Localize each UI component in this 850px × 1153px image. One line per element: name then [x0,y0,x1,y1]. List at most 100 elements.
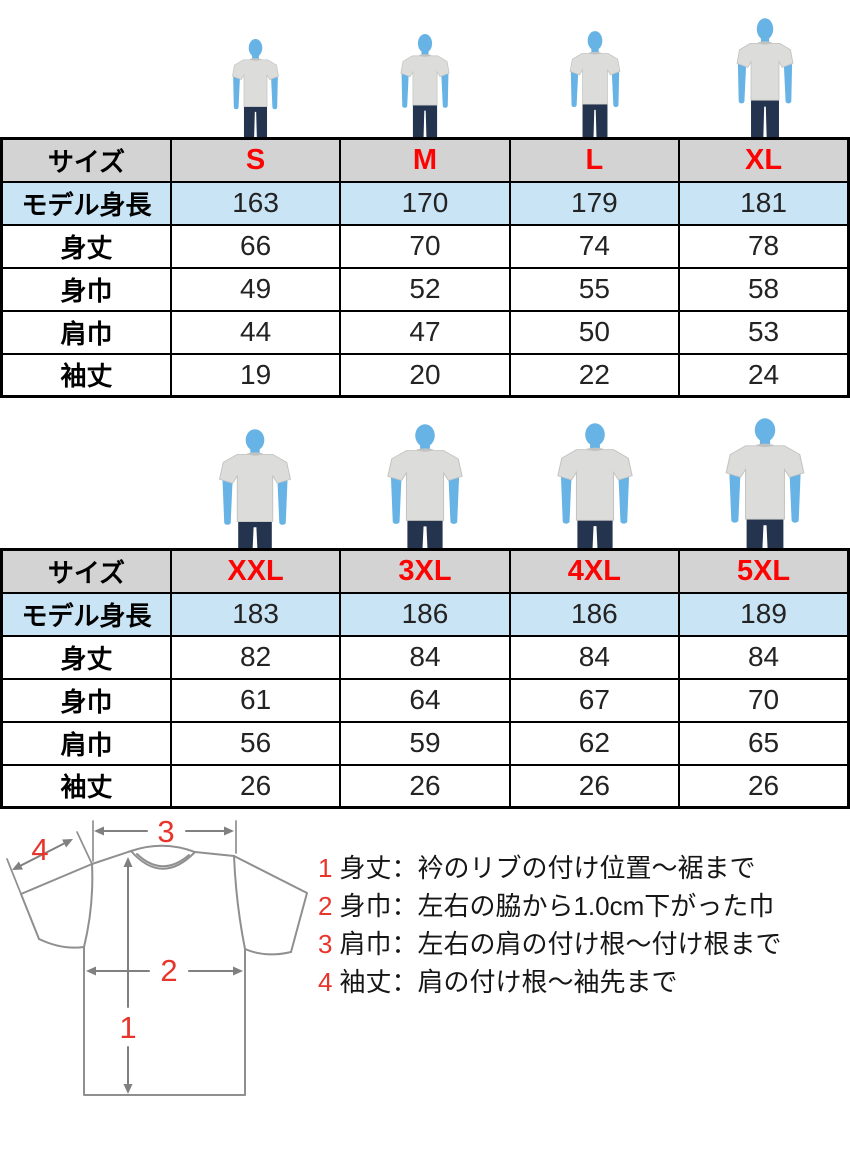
size-column-title: サイズ [0,548,172,594]
measurement-value-cell: 26 [339,763,511,809]
legend-text: 身丈：衿のリブの付け位置～裾まで [339,853,756,883]
measurement-value-cell: 26 [678,763,850,809]
measurement-value-cell: 186 [508,591,681,637]
model-figure-icon [400,34,450,137]
model-photo [340,33,510,137]
measurement-value-cell: 44 [169,309,342,355]
model-photos-xxl-5xl [0,398,850,548]
model-figure-icon [736,18,794,137]
row-label-cell: 身巾 [0,677,172,723]
measurement-value-cell: 26 [508,763,681,809]
model-photo [170,38,340,137]
measure-2-label: 2 [160,953,177,988]
model-photos-s-xl [0,0,850,137]
measurement-value-cell: 183 [169,591,342,637]
size-header-row: サイズ S M L XL [0,137,850,183]
legend-line: 4 袖丈：肩の付け根～袖先まで [318,963,781,1001]
measure-1-label: 1 [119,1010,136,1045]
row-label-cell: 身丈 [0,634,172,680]
model-photo [510,30,680,137]
size-table-row: モデル身長 163 170 179 181 [0,180,850,226]
model-figure-icon [231,38,279,137]
size-header-cell: M [339,137,511,183]
size-table-row: モデル身長 183 186 186 189 [0,591,850,637]
size-table-xxl-5xl: サイズ XXL 3XL 4XL 5XL モデル身長 183 186 186 189 身丈 82 84 84… [0,548,850,809]
size-table-row: 肩巾 56 59 62 65 [0,720,850,766]
measurement-value-cell: 186 [339,591,511,637]
row-label-cell: モデル身長 [0,591,172,637]
size-table-row: 身巾 49 52 55 58 [0,266,850,312]
row-label-cell: 袖丈 [0,763,172,809]
size-header-cell: 4XL [508,548,681,594]
row-label-cell: 肩巾 [0,720,172,766]
measurement-value-cell: 20 [339,352,511,398]
measurement-value-cell: 84 [339,634,511,680]
model-figure-icon [557,423,633,548]
measurement-value-cell: 189 [678,591,850,637]
measurement-value-cell: 64 [339,677,511,723]
size-table-s-xl: サイズ S M L XL モデル身長 163 170 179 181 身丈 66 70 74 78 身巾 49 5… [0,137,850,398]
size-table-row: 袖丈 19 20 22 24 [0,352,850,398]
legend-text: 身巾：左右の脇から1.0cm下がった巾 [339,891,775,921]
measurement-value-cell: 84 [508,634,681,680]
tshirt-measure-diagram-icon: 1 2 3 4 [6,814,308,1096]
model-figure-icon [569,31,621,137]
row-label-cell: 身丈 [0,223,172,269]
legend-line: 1 身丈：衿のリブの付け位置～裾まで [318,849,781,887]
measurement-diagram: 1 2 3 4 [0,809,314,1103]
model-figure-icon [219,429,291,548]
measurement-value-cell: 26 [169,763,342,809]
model-photo [680,17,850,137]
legend-number: 3 [318,929,333,959]
measurement-value-cell: 65 [678,720,850,766]
row-label-cell: モデル身長 [0,180,172,226]
size-table-row: 肩巾 44 47 50 53 [0,309,850,355]
measurement-value-cell: 58 [678,266,850,312]
row-label-cell: 袖丈 [0,352,172,398]
measurement-value-cell: 19 [169,352,342,398]
measure-3-label: 3 [157,814,174,849]
measurement-value-cell: 170 [339,180,511,226]
model-photo [170,428,340,548]
size-header-cell: XXL [169,548,342,594]
measurement-value-cell: 66 [169,223,342,269]
legend-number: 4 [318,967,333,997]
model-photo [340,423,510,548]
measurement-value-cell: 53 [678,309,850,355]
measurement-value-cell: 163 [169,180,342,226]
measurement-value-cell: 50 [508,309,681,355]
size-header-cell: 5XL [678,548,850,594]
measurement-value-cell: 55 [508,266,681,312]
measurement-legend: 1 身丈：衿のリブの付け位置～裾まで 2 身巾：左右の脇から1.0cm下がった巾 3 肩巾… [318,849,781,1103]
measurement-value-cell: 74 [508,223,681,269]
size-header-cell: XL [678,137,850,183]
measurement-guide-section: 1 2 3 4 1 身丈：衿のリブの付け位置～裾まで 2 身巾：左右の脇から1.0cm… [0,809,850,1103]
size-header-row: サイズ XXL 3XL 4XL 5XL [0,548,850,594]
model-photo [680,417,850,548]
measurement-value-cell: 67 [508,677,681,723]
measurement-value-cell: 70 [339,223,511,269]
measurement-value-cell: 22 [508,352,681,398]
size-column-title: サイズ [0,137,172,183]
legend-text: 袖丈：肩の付け根～袖先まで [339,967,678,997]
size-table-row: 身巾 61 64 67 70 [0,677,850,723]
measurement-value-cell: 47 [339,309,511,355]
measurement-value-cell: 52 [339,266,511,312]
row-label-cell: 身巾 [0,266,172,312]
size-header-cell: S [169,137,342,183]
model-photo [510,422,680,548]
legend-line: 2 身巾：左右の脇から1.0cm下がった巾 [318,887,781,925]
measurement-value-cell: 24 [678,352,850,398]
legend-number: 2 [318,891,333,921]
row-label-cell: 肩巾 [0,309,172,355]
size-table-row: 身丈 82 84 84 84 [0,634,850,680]
measurement-value-cell: 62 [508,720,681,766]
measurement-value-cell: 59 [339,720,511,766]
size-table-row: 身丈 66 70 74 78 [0,223,850,269]
size-table-row: 袖丈 26 26 26 26 [0,763,850,809]
size-header-cell: L [508,137,681,183]
model-figure-icon [387,424,463,548]
measurement-value-cell: 84 [678,634,850,680]
legend-text: 肩巾：左右の肩の付け根～付け根まで [339,929,782,959]
